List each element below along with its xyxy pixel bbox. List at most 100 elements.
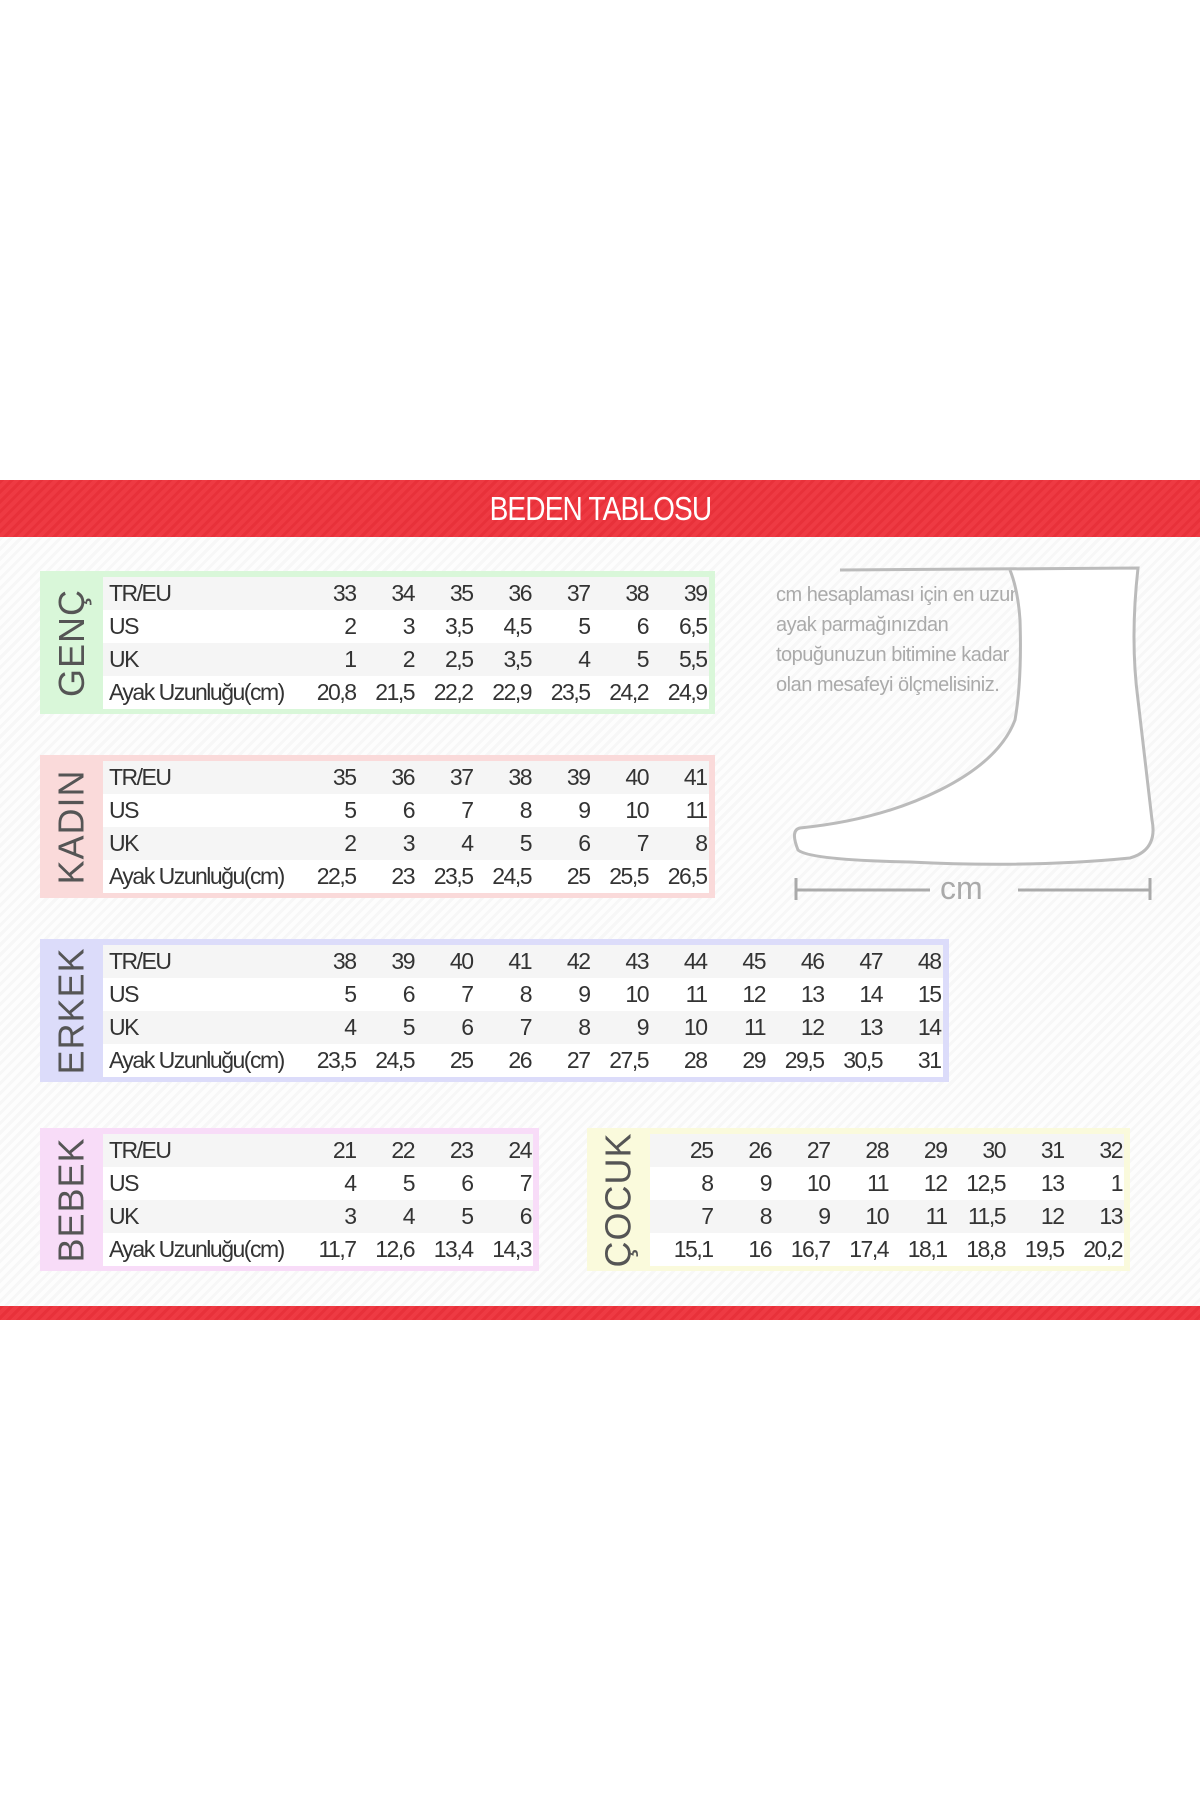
size-cell: 26,5: [667, 863, 708, 889]
size-cell: 37: [566, 580, 591, 606]
size-cell: 8: [695, 830, 708, 856]
size-cell: 44: [683, 948, 708, 974]
size-cell: 25,5: [609, 863, 649, 889]
size-cell: 23,5: [316, 1047, 357, 1073]
size-cell: 40: [625, 764, 649, 790]
size-cell: 4: [578, 646, 591, 672]
size-cell: 35: [332, 764, 357, 790]
size-cell: 36: [508, 580, 532, 606]
page-title: BEDEN TABLOSU: [489, 489, 712, 527]
size-cell: 46: [800, 948, 825, 974]
size-cell: 12,6: [375, 1236, 415, 1262]
size-cell: 3,5: [445, 613, 474, 639]
size-cell: 7: [519, 1170, 533, 1196]
size-cell: 22,2: [433, 679, 474, 705]
size-cell: 7: [519, 1014, 533, 1040]
size-cell: 12,5: [966, 1170, 1006, 1196]
size-table: 25 26 27 28 29 30 31 32 8 9 10 11 12 12,5 13 1 7 8 9 10 11 11…: [650, 1134, 1124, 1271]
size-cell: 5: [519, 830, 533, 856]
size-cell: 2,5: [445, 646, 474, 672]
row-label: UK: [109, 830, 139, 856]
size-cell: 33: [332, 580, 357, 606]
size-cell: 18,1: [907, 1236, 948, 1262]
size-cell: 7: [461, 981, 474, 1007]
size-cell: 45: [742, 948, 766, 974]
size-cell: 14: [859, 981, 883, 1007]
size-cell: 6: [402, 981, 416, 1007]
size-cell: 38: [508, 764, 532, 790]
category-label: ERKEK: [40, 939, 103, 1082]
size-cell: 5: [636, 646, 650, 672]
table-row: US 4 5 6 7: [103, 1167, 533, 1200]
size-cell: 20,8: [316, 679, 357, 705]
table-erkek: ERKEK TR/EU 38 39 40 41 42 43 44 45 46 47 48 US 5 6 7 8 9 1…: [40, 939, 949, 1082]
size-cell: 13: [1099, 1203, 1123, 1229]
size-cell: 27: [566, 1047, 591, 1073]
size-cell: 12: [742, 981, 766, 1007]
table-row: TR/EU 35 36 37 38 39 40 41: [103, 761, 709, 794]
size-cell: 38: [332, 948, 357, 974]
size-cell: 31: [1040, 1137, 1065, 1163]
size-cell: 20,2: [1083, 1236, 1123, 1262]
size-cell: 6: [461, 1170, 474, 1196]
table-row: Ayak Uzunluğu(cm) 20,8 21,5 22,2 22,9 23,5 24,…: [103, 676, 709, 709]
size-cell: 6: [461, 1014, 474, 1040]
table-row: 7 8 9 10 11 11,5 12 13: [650, 1200, 1124, 1233]
row-label: Ayak Uzunluğu(cm): [109, 1236, 285, 1262]
size-cell: 7: [701, 1203, 714, 1229]
size-cell: 28: [865, 1137, 889, 1163]
row-label: Ayak Uzunluğu(cm): [109, 1047, 285, 1073]
size-cell: 27: [806, 1137, 831, 1163]
size-cell: 11: [744, 1014, 766, 1040]
size-table: TR/EU 38 39 40 41 42 43 44 45 46 47 48 US 5 6 7 8 9 10 11 12…: [103, 945, 943, 1082]
size-cell: 15,1: [673, 1236, 714, 1262]
category-label: ÇOCUK: [587, 1128, 650, 1271]
size-cell: 16,7: [790, 1236, 831, 1262]
size-cell: 30: [982, 1137, 1006, 1163]
size-cell: 14: [917, 1014, 942, 1040]
row-label: US: [109, 797, 139, 823]
size-cell: 11: [925, 1203, 948, 1229]
size-cell: 9: [636, 1014, 650, 1040]
size-cell: 4: [344, 1170, 357, 1196]
size-cell: 8: [519, 981, 533, 1007]
size-cell: 12: [1040, 1203, 1065, 1229]
size-table: TR/EU 21 22 23 24 US 4 5 6 7 UK 3 4 5 6 Ayak Uzunluğu(c…: [103, 1134, 533, 1271]
size-cell: 27,5: [609, 1047, 649, 1073]
size-cell: 6: [402, 797, 416, 823]
table-row: Ayak Uzunluğu(cm) 11,7 12,6 13,4 14,3: [103, 1233, 533, 1266]
size-cell: 12: [923, 1170, 948, 1196]
size-cell: 15: [917, 981, 942, 1007]
table-row: UK 4 5 6 7 8 9 10 11 12 13 14: [103, 1011, 943, 1044]
table-row: US 5 6 7 8 9 10 11: [103, 794, 709, 827]
size-cell: 8: [519, 797, 533, 823]
size-cell: 10: [625, 981, 649, 1007]
table-row: US 5 6 7 8 9 10 11 12 13 14 15: [103, 978, 943, 1011]
table-cocuk: ÇOCUK 25 26 27 28 29 30 31 32 8 9 10 11 12 12,5 13 1 7 8 9 1…: [587, 1128, 1130, 1271]
size-cell: 3,5: [503, 646, 533, 672]
category-name: KADIN: [50, 768, 92, 885]
size-cell: 14,3: [492, 1236, 532, 1262]
size-cell: 13,4: [433, 1236, 474, 1262]
size-cell: 18,8: [966, 1236, 1006, 1262]
table-row: US 2 3 3,5 4,5 5 6 6,5: [103, 610, 709, 643]
row-label: TR/EU: [109, 764, 172, 790]
size-cell: 6: [519, 1203, 533, 1229]
row-label: UK: [109, 646, 139, 672]
table-genc: GENÇ TR/EU 33 34 35 36 37 38 39 US 2 3 3,5 4,5 5 6 6,5 UK…: [40, 571, 715, 714]
size-cell: 6: [636, 613, 650, 639]
size-cell: 11,7: [318, 1236, 357, 1262]
table-row: 25 26 27 28 29 30 31 32: [650, 1134, 1124, 1167]
size-cell: 17,4: [849, 1236, 889, 1262]
table-bebek: BEBEK TR/EU 21 22 23 24 US 4 5 6 7 UK 3 4 5 6 Ayak Uzunl…: [40, 1128, 539, 1271]
size-cell: 26: [748, 1137, 772, 1163]
size-cell: 5: [402, 1014, 416, 1040]
size-cell: 8: [701, 1170, 714, 1196]
size-cell: 9: [578, 797, 591, 823]
size-cell: 48: [917, 948, 942, 974]
size-cell: 25: [566, 863, 591, 889]
category-label: GENÇ: [40, 571, 103, 714]
size-cell: 5: [578, 613, 591, 639]
table-row: UK 2 3 4 5 6 7 8: [103, 827, 709, 860]
size-cell: 28: [683, 1047, 708, 1073]
